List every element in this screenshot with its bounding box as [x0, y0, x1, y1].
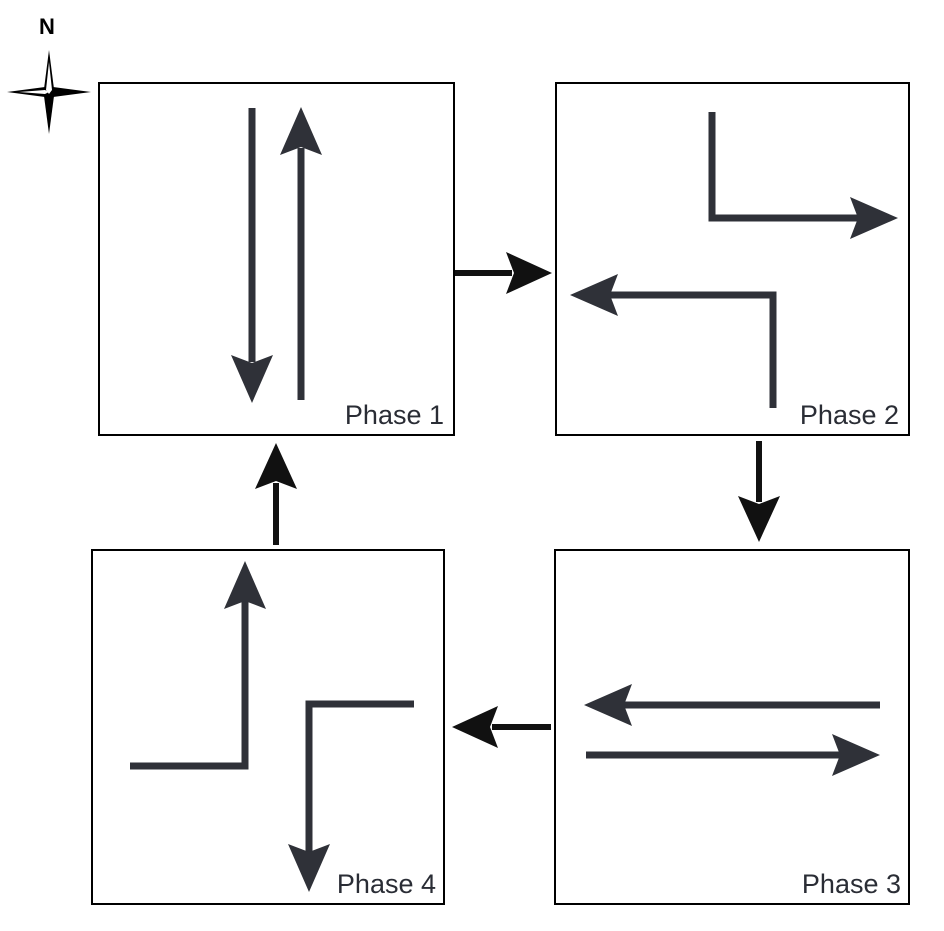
northbound-through-arrow	[280, 107, 322, 400]
phase-3-panel: Phase 3	[554, 549, 910, 905]
phase-1-label: Phase 1	[345, 400, 444, 430]
eastbound-left-turn-arrow	[130, 561, 266, 770]
westbound-left-turn-arrow	[288, 700, 414, 892]
phase-1-border	[98, 82, 455, 436]
sequence-arrow-phase-4-to-1	[255, 443, 297, 545]
phase-3-label: Phase 3	[802, 869, 901, 899]
phase-4-border	[91, 549, 445, 905]
phase-2-label: Phase 2	[800, 400, 899, 430]
southbound-through-arrow	[231, 108, 273, 403]
phase-4-label: Phase 4	[337, 869, 436, 899]
eastbound-through-arrow	[586, 734, 880, 776]
compass: N	[7, 14, 91, 134]
sequence-arrow-phase-3-to-4	[452, 706, 551, 748]
northbound-left-turn-arrow	[570, 274, 777, 408]
compass-label: N	[39, 14, 55, 39]
phase-4-panel: Phase 4	[91, 549, 445, 905]
north-compass-star-icon	[7, 50, 91, 134]
sequence-arrow-phase-2-to-3	[738, 441, 780, 542]
phase-2-border	[555, 82, 910, 436]
phase-1-panel: Phase 1	[98, 82, 455, 436]
sequence-arrow-phase-1-to-2	[455, 252, 552, 294]
southbound-left-turn-arrow	[708, 112, 898, 239]
westbound-through-arrow	[584, 684, 880, 726]
phase-2-panel: Phase 2	[555, 82, 910, 436]
phase-3-border	[554, 549, 910, 905]
